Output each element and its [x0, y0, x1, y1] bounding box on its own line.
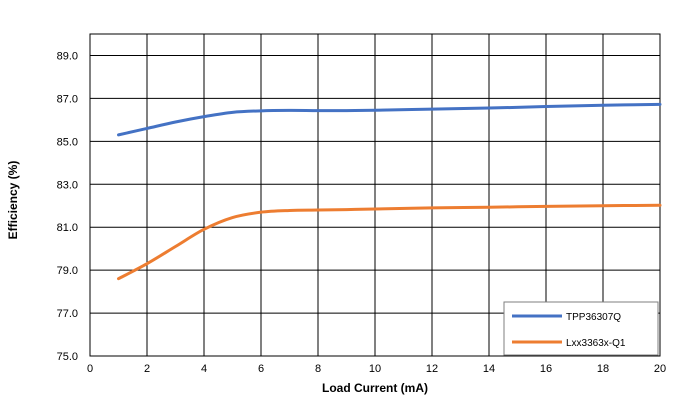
y-axis-title: Efficiency (%)	[6, 161, 20, 240]
y-tick-label: 77.0	[57, 308, 78, 320]
x-tick-label: 20	[654, 363, 666, 375]
series-line-1	[117, 102, 662, 137]
x-tick-label: 0	[87, 363, 93, 375]
y-tick-label: 81.0	[57, 222, 78, 234]
y-tick-labels: 75.0 77.0 79.0 81.0 83.0 85.0 87.0 89.0	[57, 50, 78, 363]
y-tick-label: 85.0	[57, 136, 78, 148]
legend-label-series-1: TPP36307Q	[566, 312, 621, 323]
x-tick-label: 12	[426, 363, 438, 375]
x-tick-label: 16	[540, 363, 552, 375]
series-lines	[117, 102, 662, 281]
y-tick-label: 87.0	[57, 93, 78, 105]
legend-box	[503, 301, 659, 356]
x-tick-label: 2	[144, 363, 150, 375]
x-tick-label: 6	[258, 363, 264, 375]
series-line-2	[117, 203, 662, 281]
y-tick-label: 83.0	[57, 179, 78, 191]
plot-area-border	[89, 33, 661, 357]
x-tick-label: 4	[201, 363, 207, 375]
x-tick-label: 10	[369, 363, 381, 375]
y-tick-label: 79.0	[57, 265, 78, 277]
x-tick-label: 18	[597, 363, 609, 375]
x-tick-labels: 0 2 4 6 8 10 12 14 16 18 20	[87, 363, 666, 375]
x-axis-title: Load Current (mA)	[322, 381, 428, 395]
y-tick-label: 75.0	[57, 351, 78, 363]
x-tick-label: 14	[483, 363, 495, 375]
legend: TPP36307Q Lxx3363x-Q1	[503, 301, 659, 356]
y-tick-label: 89.0	[57, 50, 78, 62]
x-tick-label: 8	[315, 363, 321, 375]
legend-label-series-2: Lxx3363x-Q1	[566, 338, 626, 349]
